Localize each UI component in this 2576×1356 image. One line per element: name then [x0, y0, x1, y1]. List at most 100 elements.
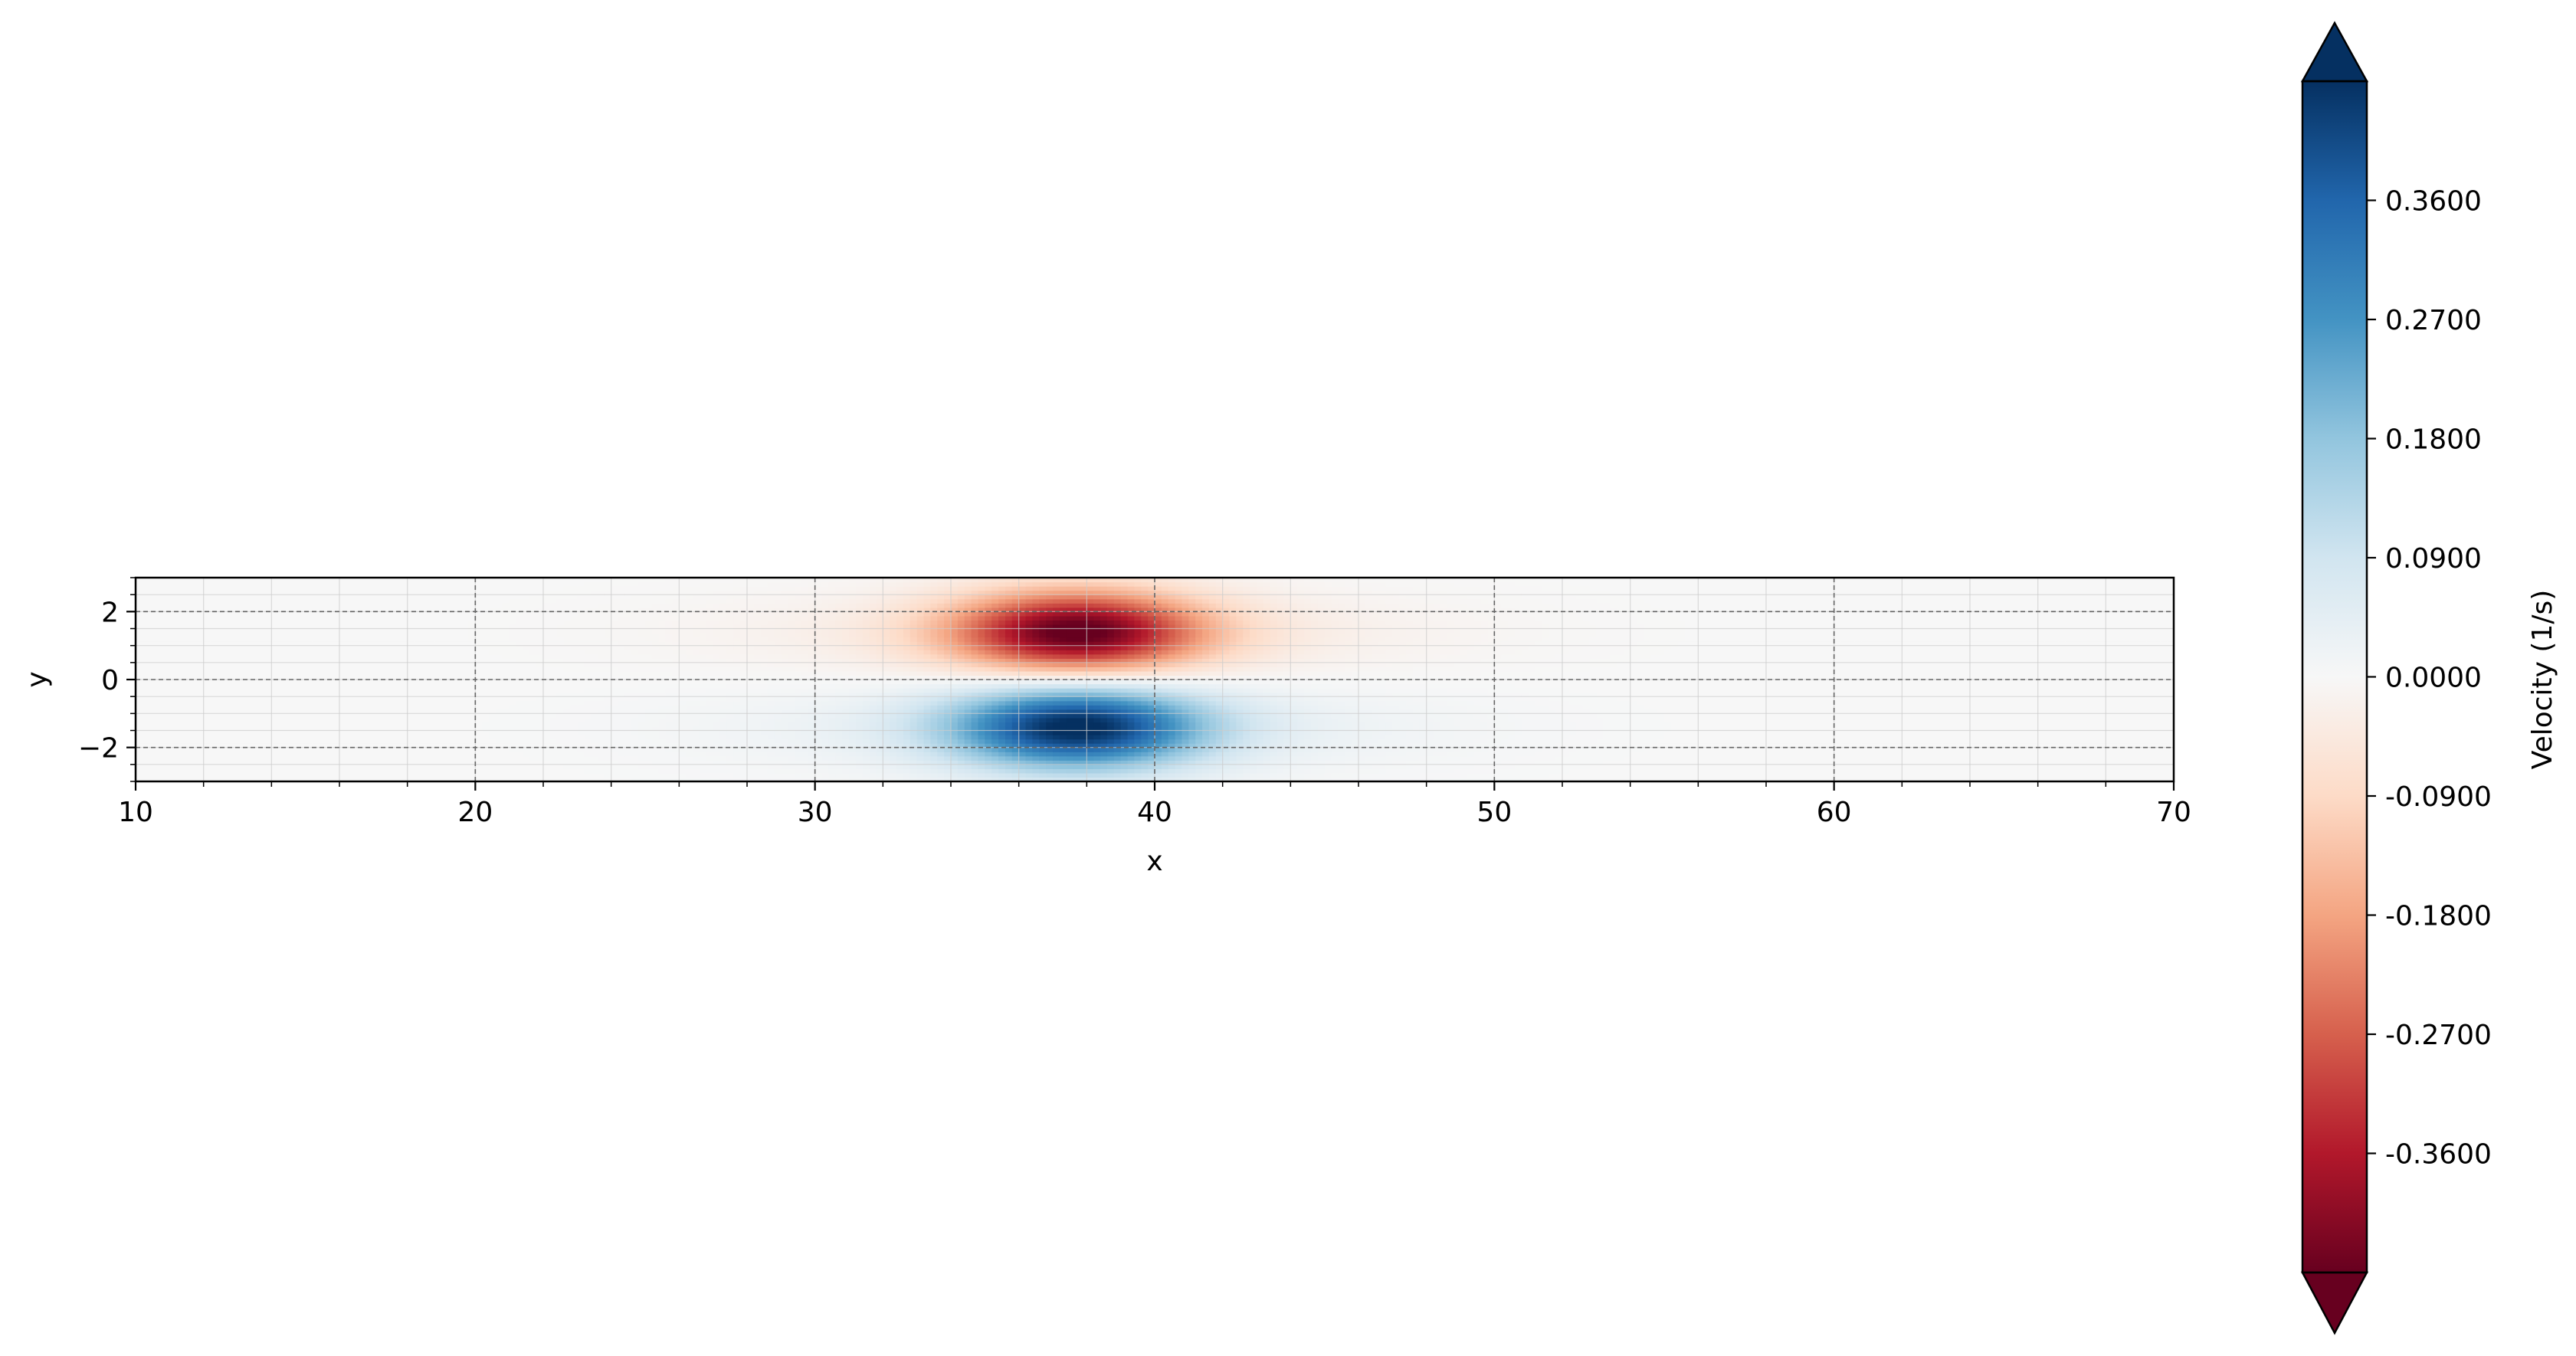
heatmap-cell	[1032, 717, 1040, 723]
heatmap-cell	[400, 725, 408, 732]
heatmap-cell	[733, 709, 741, 714]
heatmap-cell	[1208, 709, 1217, 714]
heatmap-cell	[461, 739, 470, 744]
heatmap-cell	[991, 713, 999, 719]
heatmap-cell	[428, 768, 435, 774]
heatmap-cell	[1181, 760, 1189, 765]
heatmap-cell	[1317, 725, 1326, 732]
heatmap-cell	[1657, 747, 1665, 752]
heatmap-cell	[774, 739, 782, 744]
heatmap-cell	[896, 747, 904, 752]
heatmap-cell	[482, 755, 490, 761]
heatmap-cell	[447, 760, 456, 765]
heatmap-cell	[1161, 722, 1169, 727]
heatmap-cell	[1352, 772, 1359, 778]
heatmap-cell	[1440, 713, 1447, 719]
heatmap-cell	[1215, 752, 1224, 757]
heatmap-cell	[1399, 725, 1407, 732]
heatmap-cell	[251, 768, 259, 774]
heatmap-cell	[1677, 768, 1686, 774]
heatmap-cell	[1304, 709, 1312, 714]
heatmap-cell	[1718, 743, 1726, 748]
heatmap-cell	[903, 725, 911, 732]
heatmap-cell	[1616, 747, 1624, 752]
heatmap-cell	[1895, 735, 1903, 740]
heatmap-cell	[1976, 713, 1984, 719]
heatmap-cell	[795, 725, 802, 732]
heatmap-cell	[1229, 768, 1237, 774]
heatmap-cell	[380, 743, 388, 748]
heatmap-cell	[2125, 772, 2134, 778]
heatmap-cell	[944, 730, 952, 735]
heatmap-cell	[2160, 760, 2168, 765]
heatmap-cell	[1011, 747, 1020, 752]
heatmap-cell	[1297, 725, 1305, 732]
heatmap-cell	[468, 752, 476, 757]
heatmap-cell	[1603, 747, 1611, 752]
heatmap-cell	[2112, 747, 2120, 752]
heatmap-cell	[645, 735, 653, 740]
heatmap-cell	[1195, 739, 1203, 744]
heatmap-cell	[1086, 730, 1094, 735]
heatmap-cell	[428, 772, 435, 778]
heatmap-cell	[1610, 777, 1617, 781]
heatmap-cell	[312, 777, 320, 781]
heatmap-cell	[1909, 722, 1916, 727]
heatmap-cell	[767, 713, 775, 719]
heatmap-cell	[421, 747, 428, 752]
heatmap-cell	[1963, 768, 1971, 774]
heatmap-cell	[189, 725, 198, 732]
heatmap-cell	[985, 713, 992, 719]
heatmap-cell	[210, 752, 218, 757]
heatmap-cell	[876, 752, 883, 757]
heatmap-cell	[516, 747, 523, 752]
heatmap-cell	[523, 760, 530, 765]
heatmap-cell	[1155, 760, 1162, 765]
heatmap-cell	[964, 743, 972, 748]
heatmap-cell	[1134, 717, 1142, 723]
heatmap-cell	[305, 735, 313, 740]
heatmap-cell	[1739, 713, 1746, 719]
heatmap-cell	[2037, 725, 2046, 732]
heatmap-cell	[1406, 713, 1414, 719]
heatmap-cell	[937, 752, 945, 757]
heatmap-cell	[285, 747, 293, 752]
heatmap-cell	[1745, 722, 1753, 727]
heatmap-cell	[1562, 739, 1570, 744]
heatmap-cell	[726, 768, 734, 774]
heatmap-cell	[1202, 764, 1210, 769]
heatmap-cell	[447, 730, 456, 735]
heatmap-cell	[1997, 730, 2004, 735]
heatmap-cell	[1949, 713, 1957, 719]
heatmap-cell	[421, 717, 428, 723]
heatmap-cell	[326, 772, 333, 778]
heatmap-cell	[1208, 760, 1217, 765]
heatmap-cell	[1378, 764, 1387, 769]
heatmap-cell	[1549, 760, 1556, 765]
heatmap-cell	[1345, 747, 1352, 752]
heatmap-cell	[149, 777, 157, 781]
heatmap-cell	[1501, 764, 1509, 769]
heatmap-cell	[1155, 725, 1162, 732]
heatmap-cell	[1610, 730, 1617, 735]
heatmap-cell	[2051, 764, 2059, 769]
heatmap-cell	[1732, 755, 1740, 761]
heatmap-cell	[359, 730, 368, 735]
heatmap-cell	[1399, 747, 1407, 752]
heatmap-cell	[563, 722, 572, 727]
heatmap-cell	[1568, 772, 1577, 778]
heatmap-cell	[849, 709, 857, 714]
heatmap-cell	[1814, 768, 1821, 774]
heatmap-cell	[549, 760, 558, 765]
heatmap-cell	[1372, 760, 1380, 765]
heatmap-cell	[1596, 730, 1604, 735]
heatmap-cell	[1976, 768, 1984, 774]
heatmap-cell	[196, 755, 205, 761]
heatmap-cell	[523, 739, 530, 744]
heatmap-cell	[217, 709, 224, 714]
heatmap-cell	[1881, 735, 1889, 740]
heatmap-cell	[1317, 730, 1326, 735]
heatmap-cell	[753, 709, 762, 714]
heatmap-cell	[1997, 772, 2004, 778]
heatmap-cell	[454, 755, 463, 761]
